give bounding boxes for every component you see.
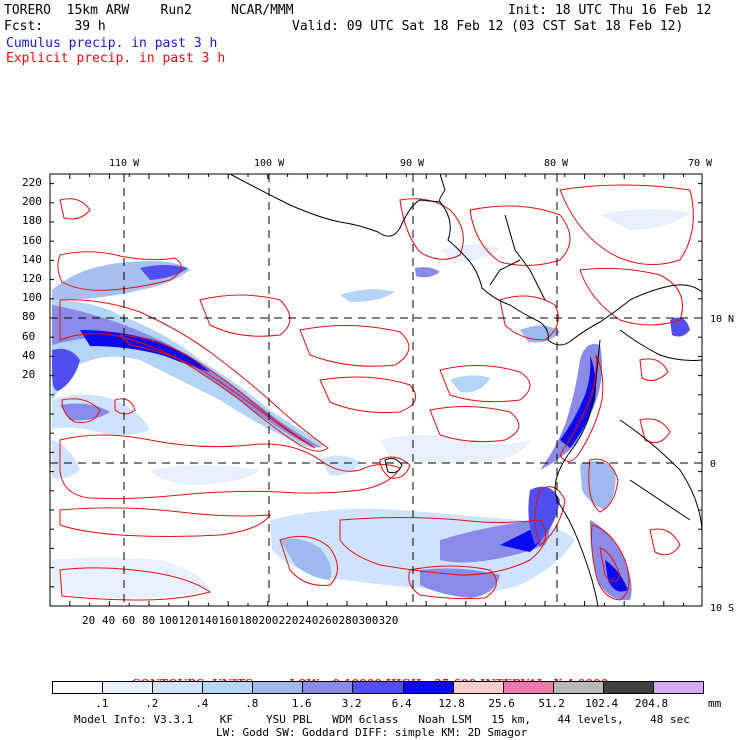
x-tick-label: 140 xyxy=(198,614,219,627)
lat-label-10n: 10 N xyxy=(710,314,735,325)
y-tick-label: 20 xyxy=(22,368,36,381)
lat-label-0: 0 xyxy=(710,459,717,470)
x-tick-label: 260 xyxy=(318,614,339,627)
legend-swatch xyxy=(253,682,304,693)
legend-swatch xyxy=(53,682,104,693)
legend-level-label: 204.8 xyxy=(635,697,669,710)
lat-label-10s: 10 S xyxy=(710,603,735,614)
x-tick-label: 240 xyxy=(298,614,319,627)
x-tick-label: 280 xyxy=(338,614,359,627)
legend-swatch xyxy=(503,682,554,693)
legend-level-label: .2 xyxy=(145,697,159,710)
y-tick-label: 120 xyxy=(22,272,42,285)
init-time: Init: 18 UTC Thu 16 Feb 12 xyxy=(508,3,712,18)
explicit-precip-contours xyxy=(57,184,694,601)
legend-swatch xyxy=(553,682,604,693)
lon-label-110w: 110 W xyxy=(109,158,140,169)
cumulus-label: Cumulus precip. in past 3 h xyxy=(6,36,218,51)
y-tick-label: 200 xyxy=(22,195,42,209)
x-tick-label: 20 xyxy=(82,614,96,627)
legend-level-label: 1.6 xyxy=(291,697,312,710)
y-tick-label: 140 xyxy=(22,252,42,266)
model-info-line1: Model Info: V3.3.1 KF YSU PBL WDM 6class… xyxy=(74,713,690,726)
legend-swatch xyxy=(303,682,354,693)
legend-unit: mm xyxy=(708,697,722,710)
latlon-grid xyxy=(50,174,702,606)
y-tick-label: 160 xyxy=(22,233,42,247)
x-tick-label: 180 xyxy=(238,614,259,627)
model-title: TORERO 15km ARW Run2 NCAR/MMM xyxy=(4,3,294,18)
color-legend xyxy=(52,681,704,694)
explicit-label: Explicit precip. in past 3 h xyxy=(6,51,226,66)
x-tick-label: 40 xyxy=(102,614,116,627)
legend-level-label: .4 xyxy=(195,697,209,710)
x-tick-label: 220 xyxy=(278,614,299,627)
legend-level-label: 12.8 xyxy=(438,697,465,710)
lon-label-100w: 100 W xyxy=(254,158,285,169)
legend-swatch xyxy=(653,682,704,693)
y-tick-label: 60 xyxy=(22,329,36,343)
lon-label-70w: 70 W xyxy=(688,158,713,169)
legend-swatch xyxy=(603,682,654,693)
x-tick-label: 120 xyxy=(178,614,199,627)
y-tick-label: 40 xyxy=(22,348,36,362)
lon-label-90w: 90 W xyxy=(400,158,425,169)
x-tick-label: 320 xyxy=(378,614,399,627)
legend-swatch xyxy=(353,682,404,693)
x-tick-label: 100 xyxy=(158,614,179,627)
coastlines xyxy=(229,174,702,606)
legend-swatch xyxy=(153,682,204,693)
valid-time: Valid: 09 UTC Sat 18 Feb 12 (03 CST Sat … xyxy=(292,19,684,34)
x-tick-label: 300 xyxy=(358,614,379,627)
x-tick-label: 60 xyxy=(122,614,136,627)
x-tick-label: 160 xyxy=(218,614,239,627)
forecast-hour: Fcst: 39 h xyxy=(4,19,106,34)
legend-level-label: 3.2 xyxy=(341,697,362,710)
legend-level-label: 51.2 xyxy=(538,697,565,710)
lon-label-80w: 80 W xyxy=(544,158,569,169)
legend-level-label: 6.4 xyxy=(391,697,412,710)
legend-level-label: 25.6 xyxy=(488,697,515,710)
x-tick-label: 200 xyxy=(258,614,279,627)
x-tick-label: 80 xyxy=(142,614,156,627)
legend-swatch xyxy=(203,682,254,693)
model-info-line2: LW: Godd SW: Goddard DIFF: simple KM: 2D… xyxy=(216,726,528,739)
legend-swatch xyxy=(103,682,154,693)
y-tick-label: 80 xyxy=(22,310,36,324)
legend-level-label: .8 xyxy=(245,697,259,710)
legend-swatch xyxy=(403,682,454,693)
y-tick-label: 220 xyxy=(22,176,42,189)
legend-swatch xyxy=(453,682,504,693)
legend-level-label: .1 xyxy=(95,697,109,710)
legend-level-label: 102.4 xyxy=(585,697,619,710)
y-tick-label: 180 xyxy=(22,214,42,228)
map-frame xyxy=(49,173,703,607)
y-tick-label: 100 xyxy=(22,291,42,305)
